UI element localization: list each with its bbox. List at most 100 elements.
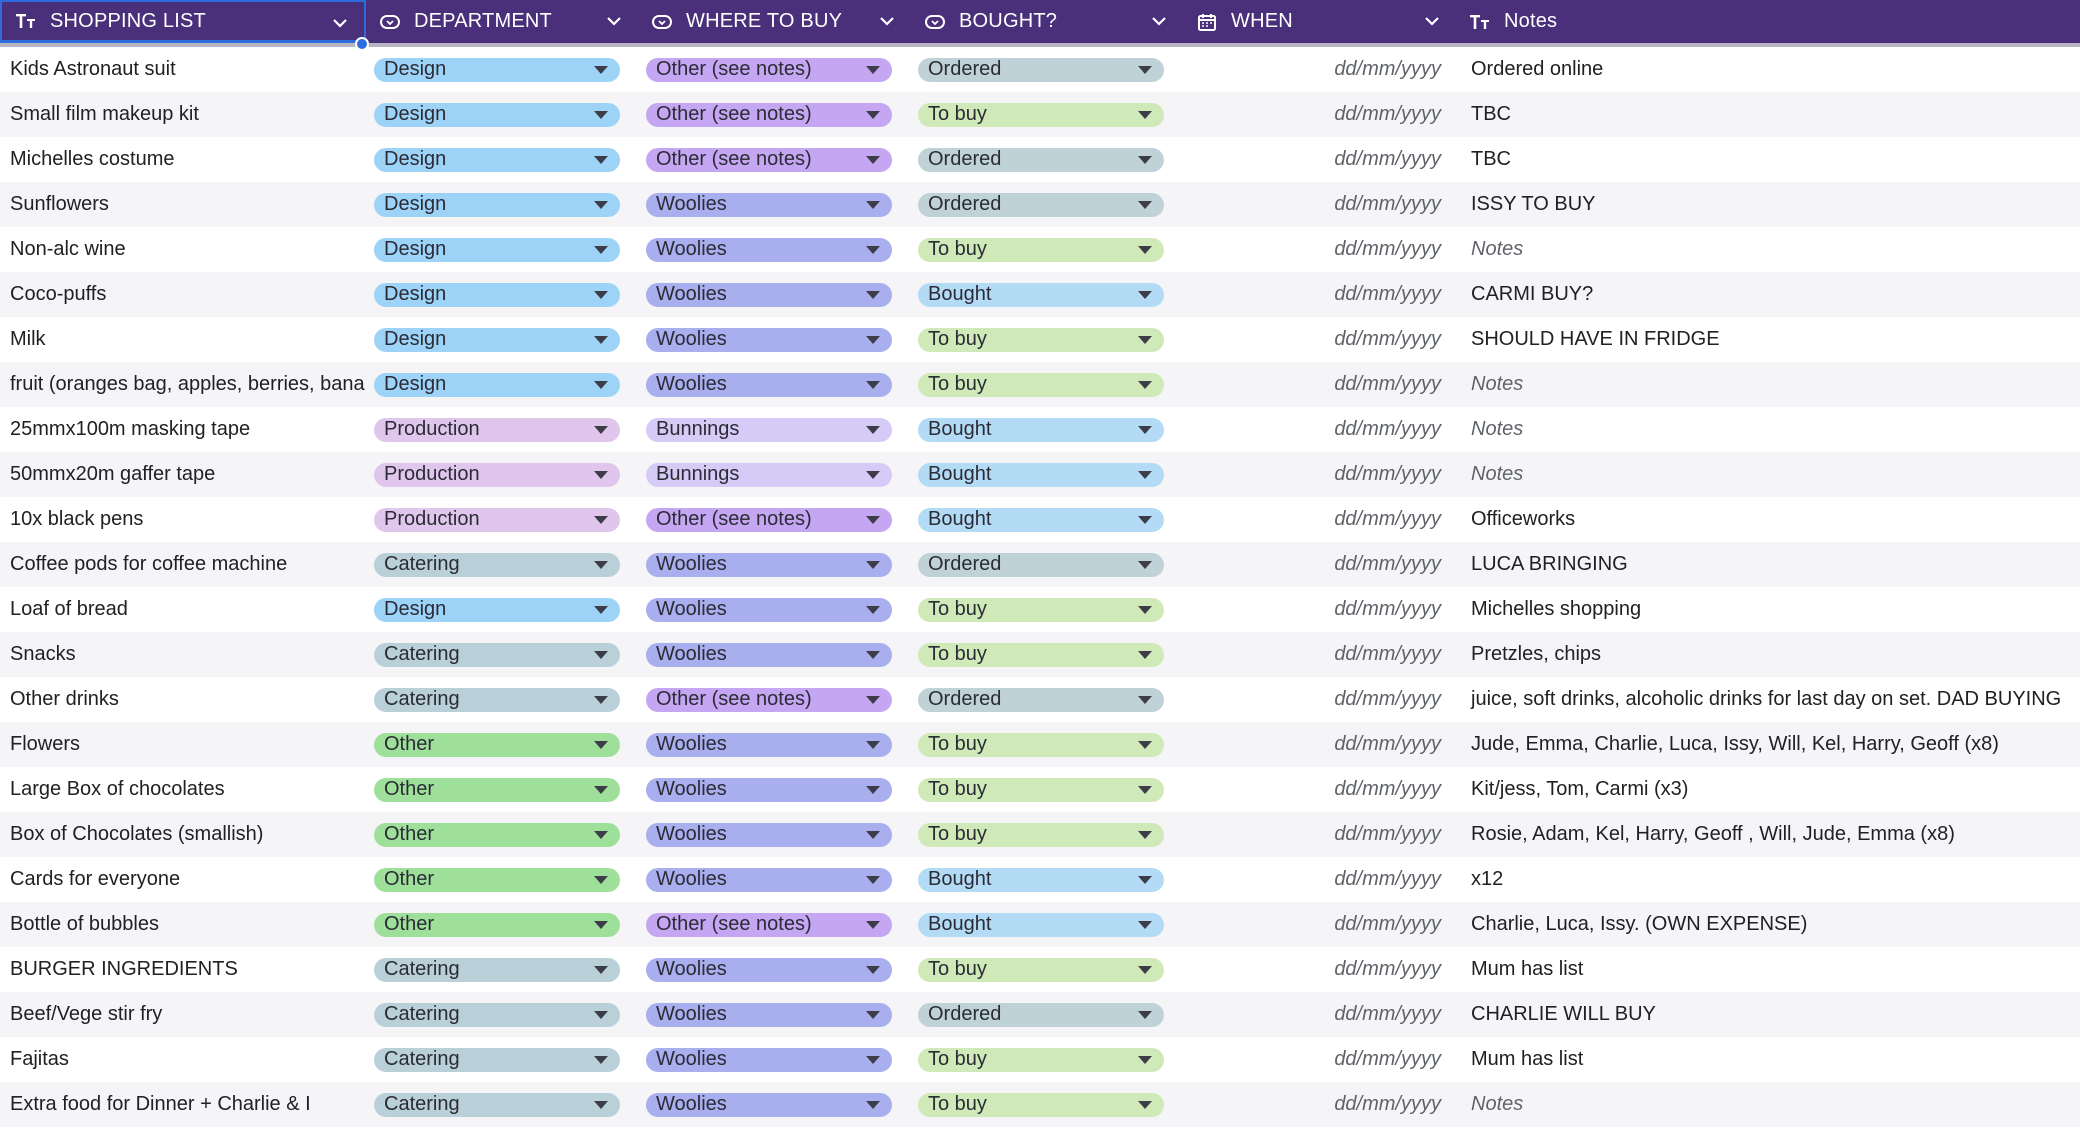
bought-status-cell[interactable]: To buy <box>910 102 1182 127</box>
bought-status-cell[interactable]: Bought <box>910 912 1182 937</box>
bought-status-chip[interactable]: To buy <box>918 957 1164 982</box>
dropdown-arrow-icon[interactable] <box>594 1010 608 1019</box>
bought-status-chip[interactable]: Ordered <box>918 687 1164 712</box>
department-cell[interactable]: Catering <box>366 1047 638 1072</box>
dropdown-arrow-icon[interactable] <box>866 155 880 164</box>
bought-status-chip[interactable]: Bought <box>918 867 1164 892</box>
department-cell[interactable]: Production <box>366 417 638 442</box>
notes-cell[interactable]: Mum has list <box>1471 1048 1584 1070</box>
date-cell[interactable]: dd/mm/yyyy <box>1334 508 1441 530</box>
bought-status-cell[interactable]: Ordered <box>910 1002 1182 1027</box>
dropdown-arrow-icon[interactable] <box>1138 425 1152 434</box>
dropdown-arrow-icon[interactable] <box>1138 200 1152 209</box>
where-to-buy-chip[interactable]: Other (see notes) <box>646 507 892 532</box>
department-chip[interactable]: Production <box>374 462 620 487</box>
where-to-buy-cell[interactable]: Other (see notes) <box>638 912 910 937</box>
dropdown-arrow-icon[interactable] <box>594 920 608 929</box>
where-to-buy-cell[interactable]: Woolies <box>638 237 910 262</box>
notes-cell[interactable]: Notes <box>1471 1093 1524 1115</box>
bought-status-cell[interactable]: Ordered <box>910 192 1182 217</box>
bought-status-chip[interactable]: Bought <box>918 462 1164 487</box>
department-chip[interactable]: Design <box>374 282 620 307</box>
bought-status-cell[interactable]: Bought <box>910 462 1182 487</box>
dropdown-arrow-icon[interactable] <box>594 470 608 479</box>
where-to-buy-cell[interactable]: Woolies <box>638 822 910 847</box>
dropdown-arrow-icon[interactable] <box>866 560 880 569</box>
where-to-buy-chip[interactable]: Woolies <box>646 642 892 667</box>
bought-status-chip[interactable]: Ordered <box>918 1002 1164 1027</box>
department-chip[interactable]: Catering <box>374 1047 620 1072</box>
table-row[interactable]: Other drinks Catering Other (see notes) Ord… <box>0 677 2080 722</box>
item-cell[interactable]: Beef/Vege stir fry <box>10 1003 163 1025</box>
dropdown-arrow-icon[interactable] <box>866 1010 880 1019</box>
item-cell[interactable]: Coffee pods for coffee machine <box>10 553 288 575</box>
dropdown-arrow-icon[interactable] <box>1138 380 1152 389</box>
bought-status-chip[interactable]: To buy <box>918 1047 1164 1072</box>
department-cell[interactable]: Other <box>366 732 638 757</box>
department-chip[interactable]: Design <box>374 192 620 217</box>
dropdown-arrow-icon[interactable] <box>594 290 608 299</box>
where-to-buy-chip[interactable]: Woolies <box>646 732 892 757</box>
department-cell[interactable]: Catering <box>366 957 638 982</box>
department-cell[interactable]: Design <box>366 192 638 217</box>
bought-status-cell[interactable]: To buy <box>910 597 1182 622</box>
dropdown-arrow-icon[interactable] <box>866 380 880 389</box>
department-cell[interactable]: Design <box>366 327 638 352</box>
dropdown-arrow-icon[interactable] <box>594 695 608 704</box>
dropdown-arrow-icon[interactable] <box>1138 695 1152 704</box>
table-row[interactable]: BURGER INGREDIENTS Catering Woolies To buy d… <box>0 947 2080 992</box>
bought-status-chip[interactable]: Ordered <box>918 192 1164 217</box>
department-chip[interactable]: Other <box>374 732 620 757</box>
department-chip[interactable]: Other <box>374 777 620 802</box>
dropdown-arrow-icon[interactable] <box>1138 515 1152 524</box>
date-cell[interactable]: dd/mm/yyyy <box>1334 958 1441 980</box>
dropdown-arrow-icon[interactable] <box>594 830 608 839</box>
date-cell[interactable]: dd/mm/yyyy <box>1334 1003 1441 1025</box>
bought-status-chip[interactable]: To buy <box>918 237 1164 262</box>
table-row[interactable]: Beef/Vege stir fry Catering Woolies Ordered… <box>0 992 2080 1037</box>
department-chip[interactable]: Catering <box>374 687 620 712</box>
where-to-buy-cell[interactable]: Other (see notes) <box>638 687 910 712</box>
bought-status-cell[interactable]: Bought <box>910 507 1182 532</box>
bought-status-cell[interactable]: To buy <box>910 822 1182 847</box>
dropdown-arrow-icon[interactable] <box>866 470 880 479</box>
item-cell[interactable]: BURGER INGREDIENTS <box>10 958 238 980</box>
bought-status-cell[interactable]: To buy <box>910 777 1182 802</box>
dropdown-arrow-icon[interactable] <box>1138 110 1152 119</box>
item-cell[interactable]: Other drinks <box>10 688 119 710</box>
bought-status-chip[interactable]: Ordered <box>918 147 1164 172</box>
date-cell[interactable]: dd/mm/yyyy <box>1334 913 1441 935</box>
item-cell[interactable]: Snacks <box>10 643 76 665</box>
department-chip[interactable]: Design <box>374 237 620 262</box>
dropdown-arrow-icon[interactable] <box>594 1055 608 1064</box>
bought-status-chip[interactable]: Bought <box>918 417 1164 442</box>
bought-status-cell[interactable]: To buy <box>910 372 1182 397</box>
where-to-buy-chip[interactable]: Woolies <box>646 822 892 847</box>
bought-status-chip[interactable]: To buy <box>918 822 1164 847</box>
department-cell[interactable]: Other <box>366 867 638 892</box>
department-chip[interactable]: Other <box>374 912 620 937</box>
where-to-buy-cell[interactable]: Woolies <box>638 1047 910 1072</box>
bought-status-cell[interactable]: To buy <box>910 1047 1182 1072</box>
dropdown-arrow-icon[interactable] <box>594 65 608 74</box>
bought-status-cell[interactable]: To buy <box>910 732 1182 757</box>
date-cell[interactable]: dd/mm/yyyy <box>1334 373 1441 395</box>
notes-cell[interactable]: Mum has list <box>1471 958 1584 980</box>
department-chip[interactable]: Design <box>374 102 620 127</box>
where-to-buy-chip[interactable]: Woolies <box>646 372 892 397</box>
dropdown-arrow-icon[interactable] <box>866 290 880 299</box>
department-cell[interactable]: Catering <box>366 552 638 577</box>
table-row[interactable]: Kids Astronaut suit Design Other (see note… <box>0 47 2080 92</box>
notes-cell[interactable]: CARMI BUY? <box>1471 283 1594 305</box>
table-row[interactable]: Box of Chocolates (smallish) Other Woolies… <box>0 812 2080 857</box>
notes-cell[interactable]: LUCA BRINGING <box>1471 553 1628 575</box>
dropdown-arrow-icon[interactable] <box>1138 1100 1152 1109</box>
notes-cell[interactable]: Notes <box>1471 238 1524 260</box>
where-to-buy-cell[interactable]: Other (see notes) <box>638 102 910 127</box>
dropdown-arrow-icon[interactable] <box>866 695 880 704</box>
column-header-3[interactable]: BOUGHT? <box>911 0 1183 43</box>
notes-cell[interactable]: Jude, Emma, Charlie, Luca, Issy, Will, K… <box>1471 733 1999 755</box>
dropdown-arrow-icon[interactable] <box>594 155 608 164</box>
where-to-buy-cell[interactable]: Other (see notes) <box>638 507 910 532</box>
where-to-buy-chip[interactable]: Other (see notes) <box>646 912 892 937</box>
